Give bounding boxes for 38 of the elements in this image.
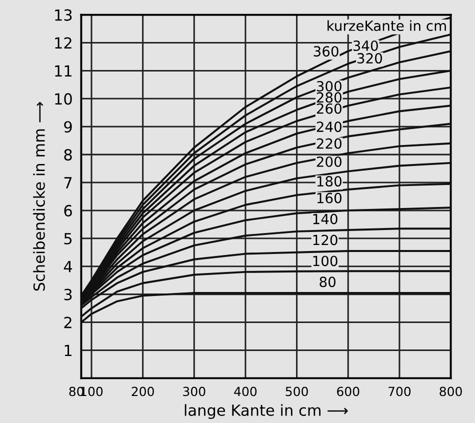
annotation: 160 — [317, 192, 342, 204]
y-tick-label: 8 — [64, 149, 72, 161]
x-tick-label: 200 — [132, 386, 154, 396]
annotation: 340 — [353, 40, 378, 51]
annotation: 100 — [313, 256, 338, 266]
annotation: 320 — [357, 53, 382, 64]
x-tick-label: 300 — [183, 386, 206, 396]
annotation: 240 — [316, 122, 342, 132]
y-tick-label: 12 — [55, 37, 72, 49]
annotation: 200 — [316, 156, 342, 167]
annotation: 120 — [313, 234, 338, 246]
x-tick-label: 400 — [234, 386, 257, 396]
annotation: 220 — [316, 138, 342, 149]
y-tick-label: 4 — [64, 261, 72, 272]
y-tick-label: 3 — [64, 288, 72, 300]
annotation: 360 — [314, 46, 338, 57]
x-tick-label: 700 — [388, 386, 411, 396]
x-axis-title: lange Kante in cm ⟶ — [184, 404, 348, 419]
y-tick-label: 1 — [64, 344, 72, 356]
annotation: 280 — [316, 92, 342, 103]
y-tick-label: 10 — [55, 93, 72, 105]
annotation: kurzeKante in cm — [328, 20, 446, 32]
y-tick-label: 13 — [55, 9, 72, 21]
y-tick-label: 6 — [64, 204, 72, 216]
annotation: 140 — [313, 214, 338, 224]
y-tick-label: 2 — [64, 316, 72, 328]
y-axis-title: Scheibendicke in mm ⟶ — [33, 102, 45, 291]
y-tick-label: 9 — [64, 121, 72, 133]
y-tick-label: 7 — [64, 177, 72, 188]
annotation: 80 — [320, 276, 336, 288]
x-tick-label: 800 — [440, 386, 462, 396]
x-tick-label: 500 — [286, 386, 308, 396]
annotation: 300 — [316, 81, 342, 92]
x-tick-label: 600 — [337, 386, 360, 396]
y-tick-label: 11 — [55, 65, 72, 77]
y-tick-label: 5 — [64, 233, 72, 244]
annotation: 180 — [317, 176, 342, 187]
annotation: 260 — [316, 103, 342, 114]
